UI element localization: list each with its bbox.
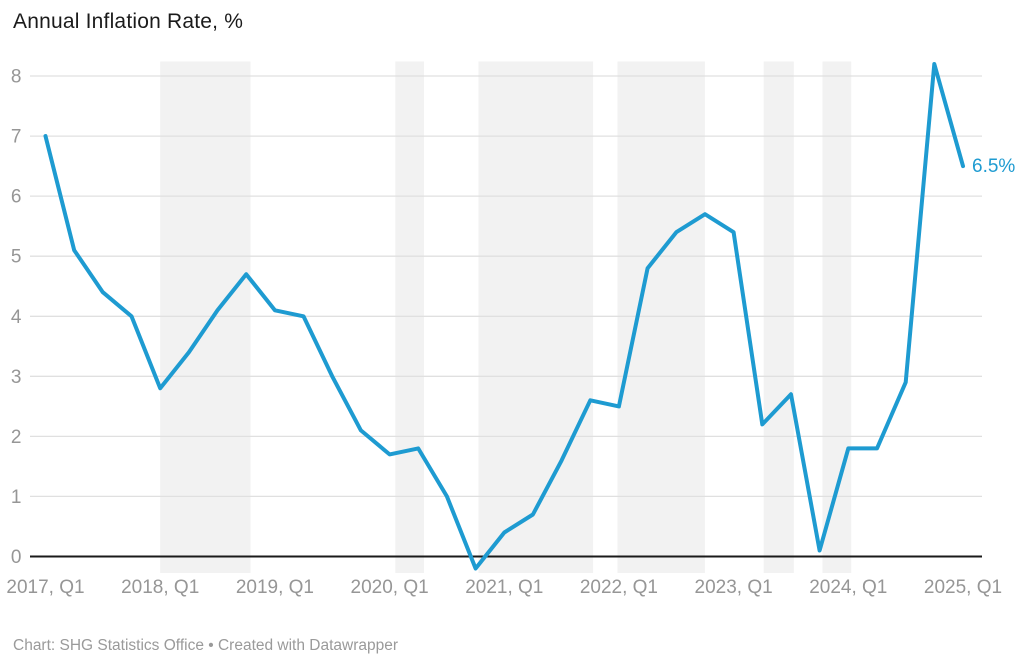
- chart-title: Annual Inflation Rate, %: [13, 10, 244, 33]
- x-tick-label: 2023, Q1: [695, 577, 773, 598]
- y-tick-label: 6: [11, 187, 22, 208]
- x-tick-label: 2018, Q1: [121, 577, 199, 598]
- x-tick-label: 2017, Q1: [6, 577, 84, 598]
- y-tick-label: 7: [11, 127, 22, 148]
- highlight-band: [395, 61, 424, 573]
- chart-canvas: 0 1 2 3 4 5 6 7 8 2017, Q1 2018, Q1 2019, Q1 2020, Q…: [6, 61, 1015, 598]
- y-tick-label: 2: [11, 427, 22, 448]
- highlight-band: [478, 61, 594, 573]
- x-tick-label: 2022, Q1: [580, 577, 658, 598]
- y-tick-label: 3: [11, 367, 22, 388]
- y-tick-label: 0: [11, 547, 22, 568]
- x-tick-label: 2020, Q1: [351, 577, 429, 598]
- x-tick-label: 2019, Q1: [236, 577, 314, 598]
- y-tick-label: 5: [11, 247, 22, 268]
- x-tick-label: 2025, Q1: [924, 577, 1002, 598]
- inflation-line: [43, 62, 965, 571]
- x-tick-label: 2021, Q1: [465, 577, 543, 598]
- y-tick-label: 1: [11, 487, 22, 508]
- chart-attribution: Chart: SHG Statistics Office • Created w…: [13, 637, 399, 654]
- highlight-band: [617, 61, 705, 573]
- highlight-band: [763, 61, 794, 573]
- y-tick-label: 4: [11, 307, 22, 328]
- x-tick-label: 2024, Q1: [809, 577, 887, 598]
- end-value-label: 6.5%: [972, 156, 1015, 177]
- highlight-band: [160, 61, 251, 573]
- y-tick-label: 8: [11, 67, 22, 88]
